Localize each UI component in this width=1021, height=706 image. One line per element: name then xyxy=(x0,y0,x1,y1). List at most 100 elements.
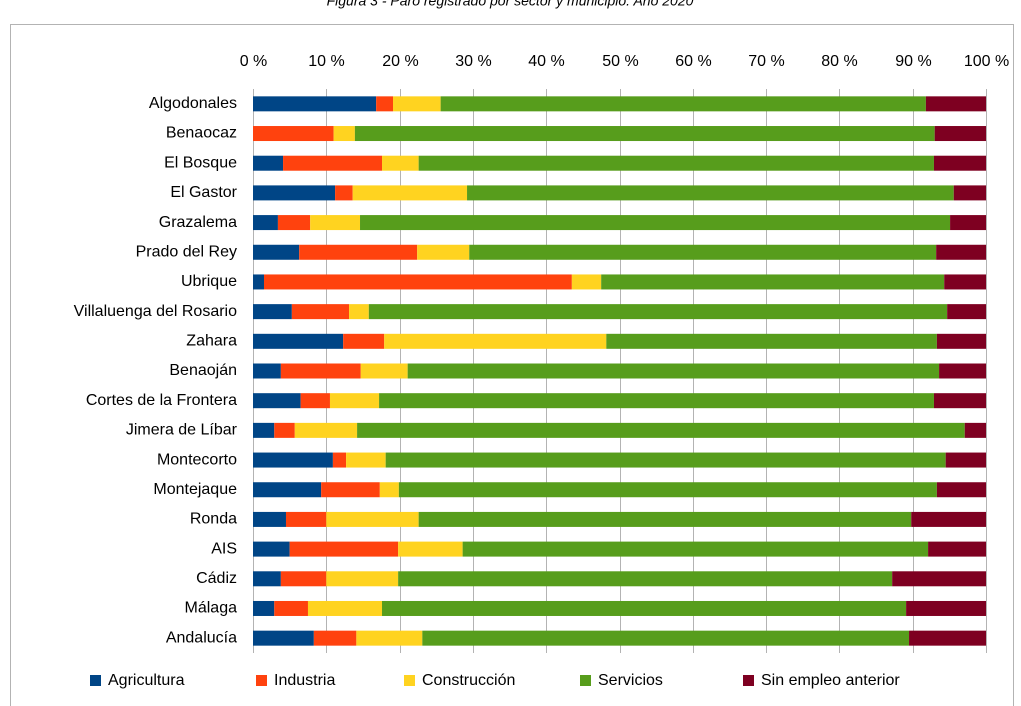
bar-segment xyxy=(277,215,311,231)
x-tick-label: 100 % xyxy=(964,53,1009,70)
bar-segment xyxy=(313,630,357,646)
bar-segment xyxy=(307,600,383,616)
y-tick-label: Zahara xyxy=(186,333,237,350)
bar-segment xyxy=(253,482,322,498)
legend-label: Agricultura xyxy=(108,672,185,689)
bar-segment xyxy=(253,96,377,112)
legend-label: Construcción xyxy=(422,672,515,689)
legend-swatch xyxy=(404,675,415,686)
y-tick-label: Málaga xyxy=(185,600,238,617)
x-tick-label: 50 % xyxy=(602,53,638,70)
bar-segment xyxy=(928,541,986,557)
bar-segment xyxy=(321,482,380,498)
bar-segment xyxy=(356,630,423,646)
bar-segment xyxy=(299,244,418,260)
y-tick-label: Algodonales xyxy=(149,95,237,112)
bar-segment xyxy=(933,155,986,171)
y-tick-label: AIS xyxy=(211,540,237,557)
bar-segment xyxy=(253,274,264,290)
legend-label: Industria xyxy=(274,672,335,689)
chart-frame xyxy=(10,24,1014,706)
y-tick-label: Jimera de Líbar xyxy=(126,422,238,439)
x-tick-label: 70 % xyxy=(748,53,784,70)
bar-segment xyxy=(376,96,394,112)
y-tick-label: Grazalema xyxy=(159,214,237,231)
y-tick-label: Benaoján xyxy=(169,362,237,379)
y-tick-label: Ronda xyxy=(190,511,237,528)
bar-segment xyxy=(289,541,399,557)
bar-segment xyxy=(346,452,386,468)
bar-segment xyxy=(964,422,986,438)
bar-segment xyxy=(349,304,369,320)
bar-segment xyxy=(422,630,910,646)
bar-segment xyxy=(379,393,934,409)
bar-segment xyxy=(601,274,945,290)
chart-title: Figura 3 - Paro registrado por sector y … xyxy=(327,0,694,9)
bar-segment xyxy=(360,363,408,379)
bar-segment xyxy=(253,155,284,171)
bar-segment xyxy=(253,630,314,646)
bar-segment xyxy=(385,452,946,468)
x-tick-label: 10 % xyxy=(308,53,344,70)
bar-segment xyxy=(418,511,912,527)
bar-segment xyxy=(253,422,275,438)
bar-segment xyxy=(274,422,295,438)
y-tick-label: Andalucía xyxy=(166,629,237,646)
bar-segment xyxy=(253,244,300,260)
bar-segment xyxy=(906,600,986,616)
bar-segment xyxy=(253,304,292,320)
x-tick-label: 40 % xyxy=(528,53,564,70)
x-tick-label: 0 % xyxy=(240,53,268,70)
bar-segment xyxy=(469,244,937,260)
bar-segment xyxy=(440,96,926,112)
bar-segment xyxy=(332,452,347,468)
bar-segment xyxy=(326,511,419,527)
bar-segment xyxy=(393,96,441,112)
bar-segment xyxy=(936,244,986,260)
legend-label: Servicios xyxy=(598,672,663,689)
legend-swatch xyxy=(743,675,754,686)
bar-segment xyxy=(253,333,344,349)
bar-segment xyxy=(263,274,572,290)
bar-segment xyxy=(326,571,399,587)
bar-segment xyxy=(352,185,468,201)
bar-segment xyxy=(285,511,327,527)
bar-segment xyxy=(398,482,937,498)
bar-segment xyxy=(329,393,380,409)
bar-segment xyxy=(368,304,948,320)
y-tick-label: El Bosque xyxy=(164,154,237,171)
bar-segment xyxy=(253,215,278,231)
y-tick-label: Cortes de la Frontera xyxy=(86,392,237,409)
y-tick-label: Villaluenga del Rosario xyxy=(74,303,237,320)
x-tick-label: 20 % xyxy=(382,53,418,70)
bar-segment xyxy=(354,126,935,142)
bar-segment xyxy=(936,482,986,498)
legend-swatch xyxy=(90,675,101,686)
bar-segment xyxy=(357,422,965,438)
x-tick-label: 90 % xyxy=(895,53,931,70)
bar-segment xyxy=(947,304,986,320)
bar-segment xyxy=(382,600,907,616)
bar-segment xyxy=(253,452,333,468)
x-tick-label: 60 % xyxy=(675,53,711,70)
bar-segment xyxy=(291,304,350,320)
legend-swatch xyxy=(580,675,591,686)
bar-segment xyxy=(253,511,286,527)
bar-segment xyxy=(467,185,954,201)
bar-segment xyxy=(945,452,986,468)
bar-segment xyxy=(343,333,385,349)
y-tick-label: Montejaque xyxy=(153,481,237,498)
bar-segment xyxy=(294,422,358,438)
bar-segment xyxy=(407,363,940,379)
bar-segment xyxy=(606,333,937,349)
y-tick-label: Prado del Rey xyxy=(136,243,237,260)
bar-segment xyxy=(280,571,327,587)
bar-segment xyxy=(571,274,602,290)
legend-swatch xyxy=(256,675,267,686)
bar-segment xyxy=(950,215,986,231)
bar-segment xyxy=(253,363,281,379)
bar-segment xyxy=(936,333,986,349)
y-tick-label: Cádiz xyxy=(196,570,237,587)
bar-segment xyxy=(934,126,986,142)
